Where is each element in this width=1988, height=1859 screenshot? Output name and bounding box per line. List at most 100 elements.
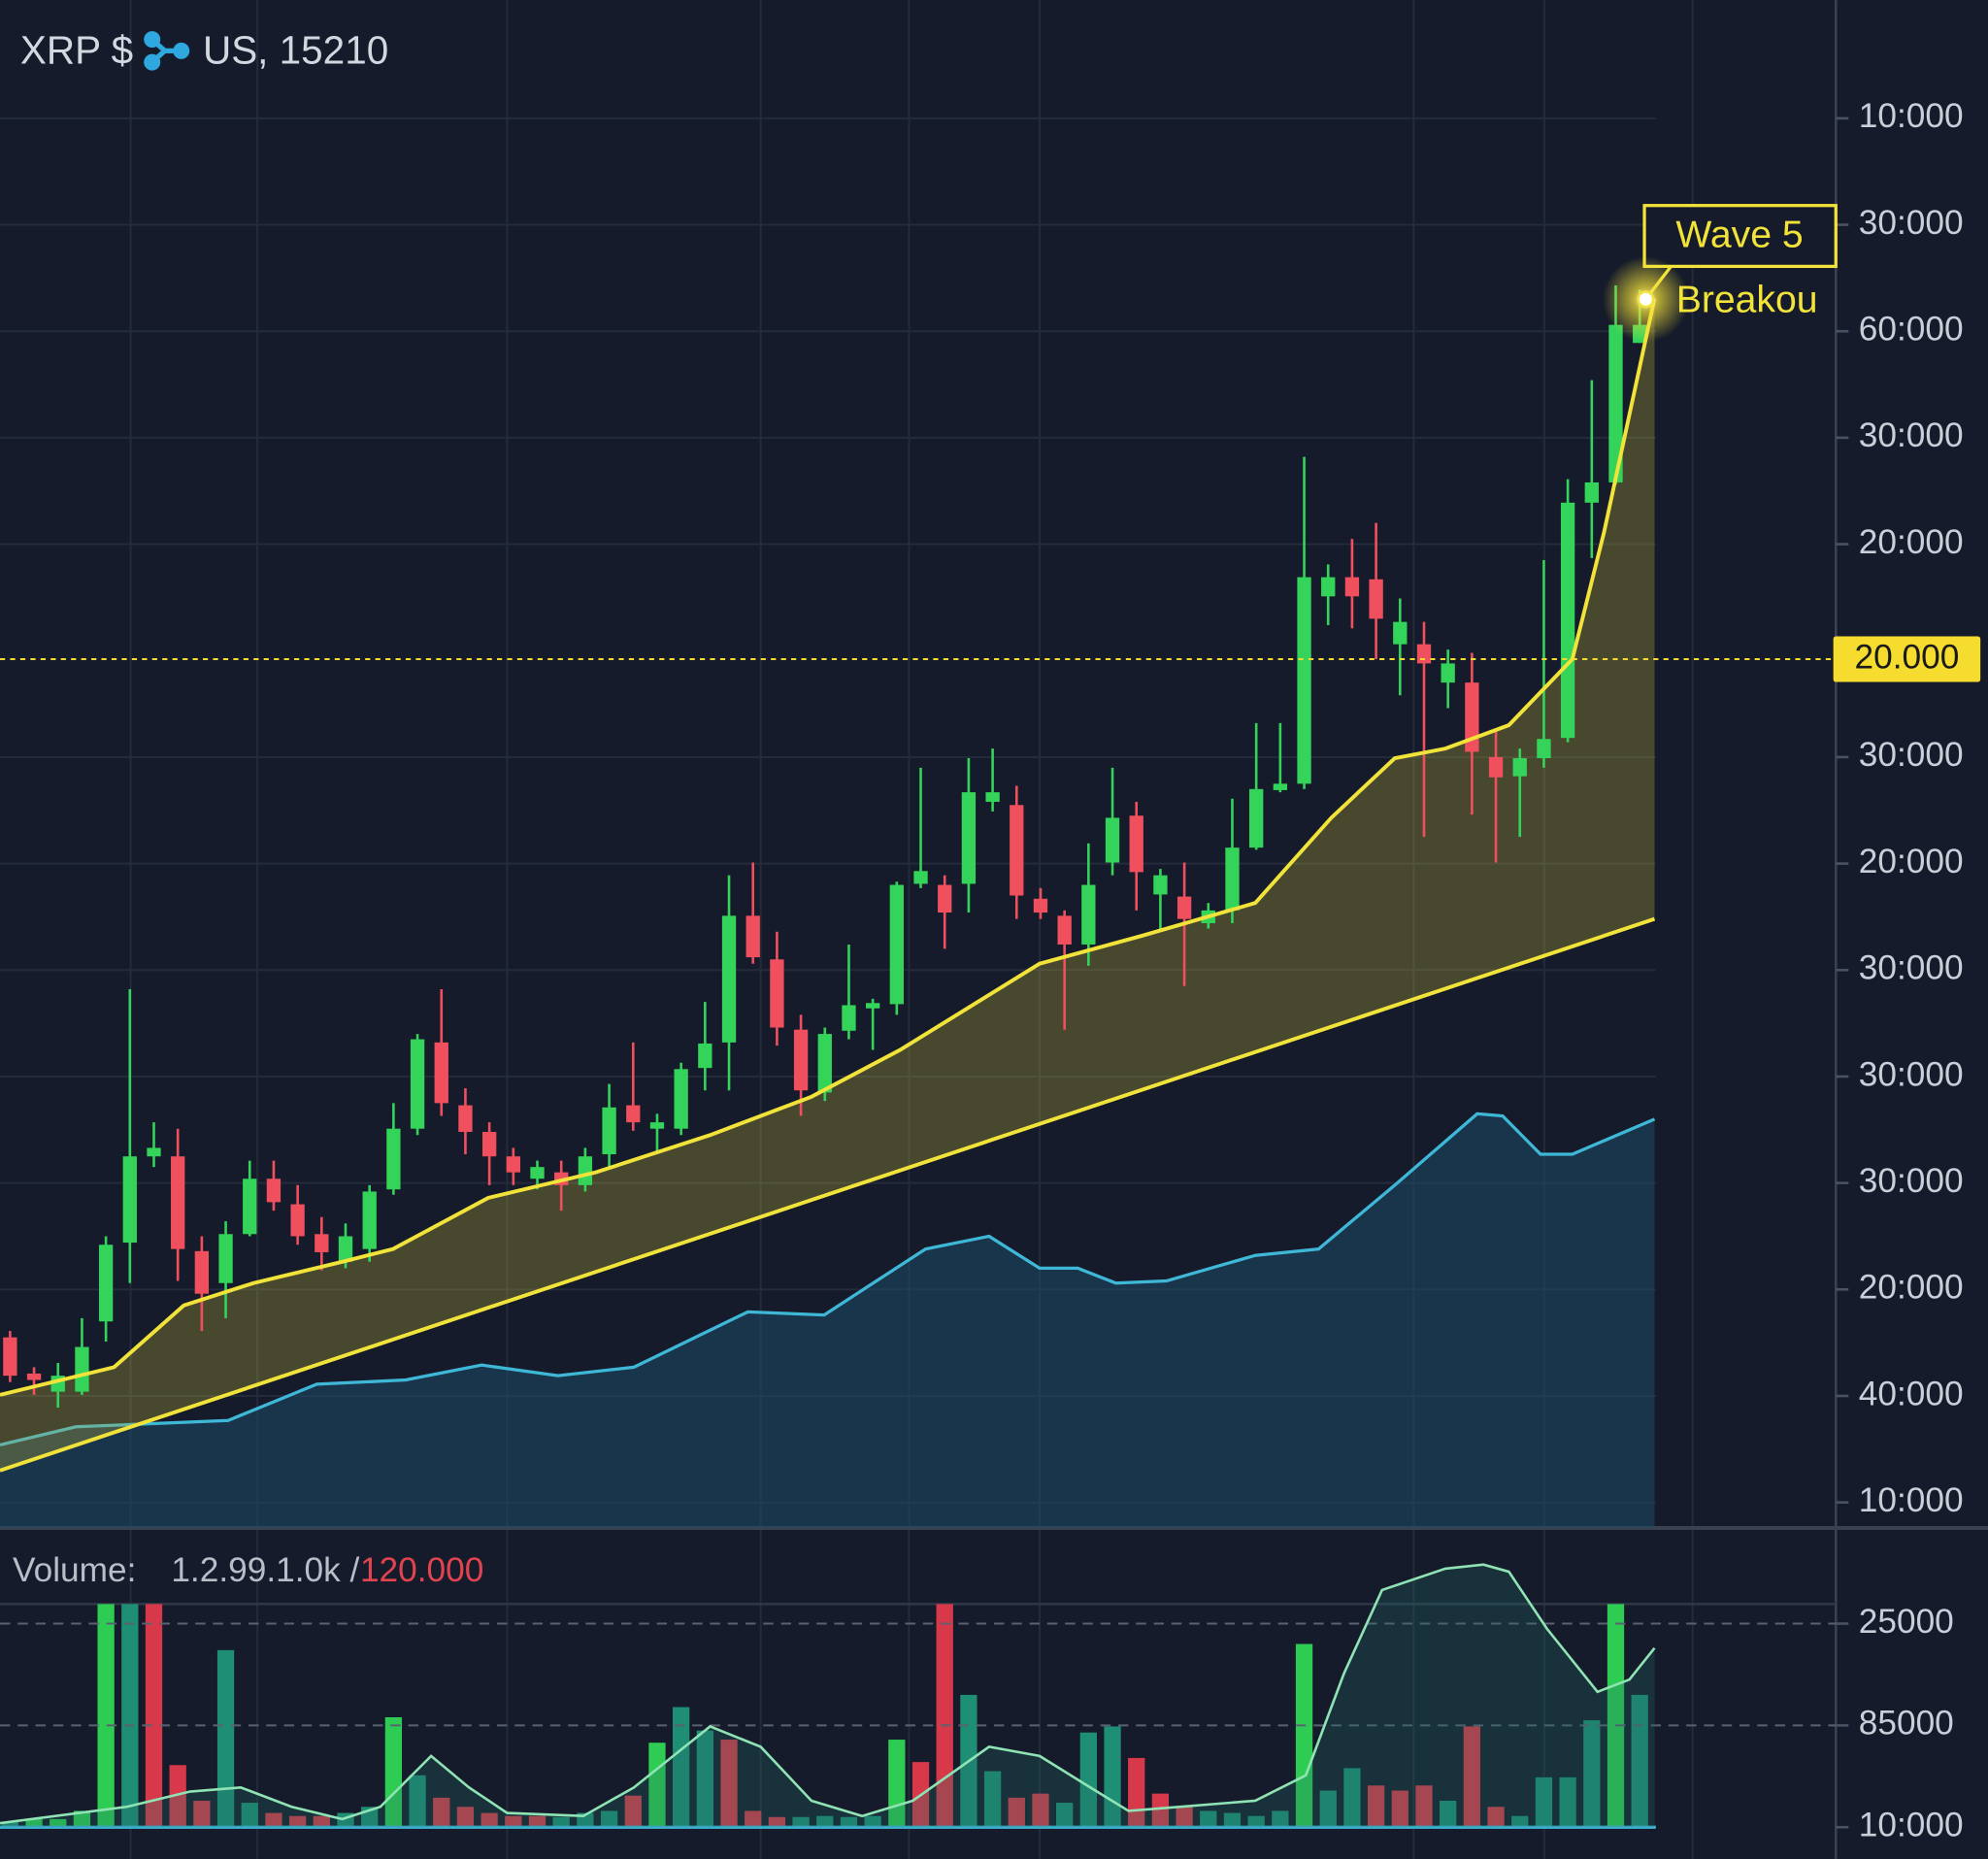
volume-area (0, 1564, 1655, 1828)
candle-body (266, 1178, 282, 1203)
volume-bar (1, 1821, 19, 1828)
candle-body (1584, 481, 1599, 503)
volume-bar (241, 1803, 258, 1828)
volume-bar (624, 1795, 642, 1828)
candle-body (171, 1156, 185, 1249)
volume-bar (936, 1604, 953, 1828)
marker-level-label: 20.000 (1854, 638, 1959, 676)
volume-bar (121, 1604, 139, 1828)
y-tick-label: 40:000 (1859, 1375, 1964, 1412)
volume-bar (1631, 1694, 1648, 1828)
candle-body (698, 1043, 712, 1069)
volume-bar (1487, 1807, 1505, 1828)
candle-body (817, 1034, 832, 1093)
volume-bar (768, 1816, 786, 1828)
volume-readout: 1.2.99.1.0k / (171, 1551, 359, 1589)
volume-bar (288, 1815, 307, 1828)
candle-body (1249, 788, 1264, 848)
price-pane (0, 116, 1656, 1528)
volume-bar (1223, 1812, 1242, 1828)
annotation-label: Wave 5 (1675, 215, 1803, 256)
volume-bar (816, 1815, 834, 1828)
candle-body (1129, 815, 1143, 873)
volume-bar (673, 1707, 690, 1828)
candle-body (75, 1346, 89, 1392)
volume-bar (384, 1716, 403, 1828)
volume-bar (1104, 1726, 1121, 1828)
volume-bar (313, 1815, 330, 1828)
volume-bar (193, 1800, 211, 1828)
candle-body (1225, 847, 1240, 911)
y-tick-label: 30:000 (1859, 1055, 1964, 1093)
candle-body (626, 1105, 641, 1123)
y-tick-label: 20:000 (1859, 843, 1964, 880)
volume-bar (552, 1816, 570, 1828)
xrp-logo (144, 31, 190, 71)
candle-body (506, 1156, 520, 1173)
volume-bar (97, 1604, 115, 1828)
y-tick-label: 20:000 (1859, 523, 1964, 561)
vertical-grid (129, 0, 1694, 1859)
candle-body (1153, 875, 1168, 895)
volume-bar (983, 1771, 1002, 1828)
candle-body (26, 1373, 42, 1380)
candle-body (1010, 805, 1024, 896)
candle-body (1321, 577, 1336, 597)
candle-body (315, 1234, 329, 1252)
candle-body (386, 1128, 401, 1190)
candle-body (1081, 884, 1096, 945)
moving-average (0, 297, 1656, 1397)
volume-bar (1440, 1800, 1457, 1828)
annotation-label: Breakou (1676, 279, 1818, 320)
volume-pane (1, 1604, 1648, 1828)
candle-body (1369, 579, 1383, 619)
candle-body (290, 1204, 305, 1237)
candle-body (362, 1191, 377, 1249)
volume-max: 120.000 (360, 1551, 483, 1589)
candle-body (122, 1156, 137, 1244)
candle-body (481, 1131, 497, 1157)
volume-bar (456, 1807, 475, 1828)
volume-bar (216, 1649, 235, 1828)
volume-bar (1559, 1776, 1576, 1828)
volume-line (0, 1563, 1656, 1825)
candle-body (865, 1003, 880, 1009)
volume-bar (1319, 1790, 1337, 1828)
candle-body (1297, 577, 1311, 784)
volume-bar (648, 1743, 666, 1828)
candle-body (1608, 324, 1623, 482)
y-tick-label: 10:000 (1859, 97, 1964, 135)
candle-body (98, 1245, 114, 1322)
volume-bar (1511, 1815, 1529, 1828)
volume-bar (745, 1810, 762, 1828)
blue-line (0, 1112, 1656, 1447)
volume-bar (1343, 1768, 1361, 1828)
volume-bar (433, 1797, 450, 1828)
candle-body (1033, 898, 1048, 913)
symbol: XRP $ (20, 28, 133, 73)
candle-body (578, 1156, 593, 1185)
volume-bar (169, 1765, 186, 1828)
volume-bar (720, 1740, 738, 1828)
volume-bar (1415, 1785, 1433, 1828)
marker-level-box (1833, 636, 1981, 682)
volume-bar (1295, 1643, 1313, 1828)
volume-bar (696, 1730, 713, 1828)
candle-body (842, 1005, 856, 1031)
candle-body (218, 1234, 233, 1283)
y-tick-label: 20:000 (1859, 1269, 1964, 1307)
volume-bar (1032, 1793, 1049, 1828)
candle-body (530, 1167, 545, 1179)
candle-body (770, 959, 784, 1028)
volume-bar (1607, 1604, 1625, 1828)
candle-body (938, 884, 952, 913)
volume-bar (50, 1818, 67, 1828)
y-tick-label: 10:000 (1859, 1807, 1964, 1844)
candle-body (1465, 682, 1479, 752)
volume-bar (505, 1815, 522, 1828)
y-tick-label: 30:000 (1859, 1162, 1964, 1200)
blue-area (0, 1113, 1655, 1528)
candle-body (793, 1029, 809, 1091)
